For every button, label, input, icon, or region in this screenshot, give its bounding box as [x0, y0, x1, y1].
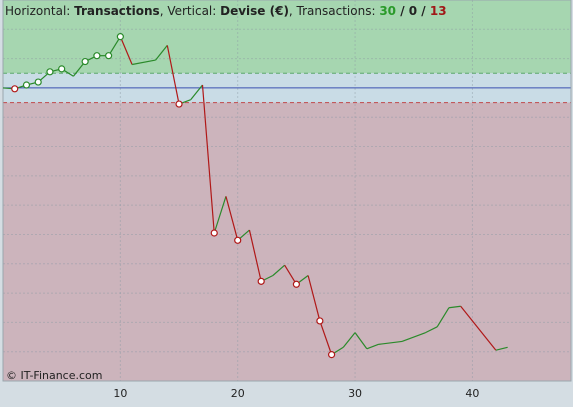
- header-part: 0: [409, 4, 417, 18]
- line-segment: [225, 196, 239, 241]
- line-segment: [460, 305, 497, 351]
- line-segment: [307, 275, 321, 322]
- line-segment: [436, 307, 450, 328]
- marker: [292, 280, 300, 288]
- header-part: 30: [379, 4, 396, 18]
- x-tick-label: 20: [231, 387, 245, 400]
- plot-area: 10 20 30 40: [2, 0, 572, 400]
- zone: [3, 0, 571, 74]
- marker: [116, 33, 124, 41]
- marker: [81, 57, 89, 66]
- line-segment: [201, 84, 215, 234]
- header-part: /: [417, 4, 430, 18]
- header-part: 13: [430, 4, 447, 18]
- marker: [105, 52, 113, 60]
- line-segment: [213, 196, 227, 234]
- line-segment: [354, 332, 368, 350]
- header-part: , Transactions:: [289, 4, 379, 18]
- header-part: Transactions: [74, 4, 160, 18]
- line-segment: [284, 264, 297, 285]
- header-part: /: [396, 4, 409, 18]
- line-segment: [190, 84, 203, 101]
- marker: [34, 78, 42, 86]
- footer: © IT-Finance.com: [6, 369, 103, 382]
- header-part: Horizontal:: [5, 4, 74, 18]
- marker: [316, 317, 324, 325]
- marker: [257, 277, 265, 285]
- marker: [175, 100, 183, 108]
- line-segment: [155, 45, 168, 61]
- zone: [3, 102, 571, 382]
- line-segment: [319, 320, 333, 355]
- header-part: Devise (€): [220, 4, 289, 18]
- x-tick-label: 10: [113, 387, 127, 400]
- x-tick-label: 30: [348, 387, 362, 400]
- marker: [46, 68, 54, 76]
- line-segment: [425, 326, 438, 334]
- line-segment: [342, 332, 356, 348]
- line-segment: [448, 305, 461, 309]
- plot-border: [2, 0, 572, 382]
- line-segment: [108, 36, 121, 56]
- line-segment: [366, 343, 379, 350]
- line-segment: [378, 340, 403, 345]
- line-segment: [248, 229, 262, 282]
- line-segment: [272, 264, 286, 276]
- line-segment: [119, 36, 133, 65]
- marker: [327, 351, 336, 359]
- marker: [234, 236, 242, 244]
- marker: [93, 52, 101, 60]
- marker: [11, 85, 19, 93]
- marker: [210, 229, 218, 237]
- marker: [58, 65, 66, 73]
- line-segment: [131, 59, 156, 66]
- line-segment: [401, 332, 426, 342]
- line-segment: [495, 346, 508, 351]
- marker: [22, 81, 31, 89]
- header-part: , Vertical:: [160, 4, 220, 18]
- x-tick-label: 40: [465, 387, 479, 400]
- line-segment: [166, 45, 180, 105]
- chart-header: Horizontal: Transactions, Vertical: Devi…: [5, 4, 447, 18]
